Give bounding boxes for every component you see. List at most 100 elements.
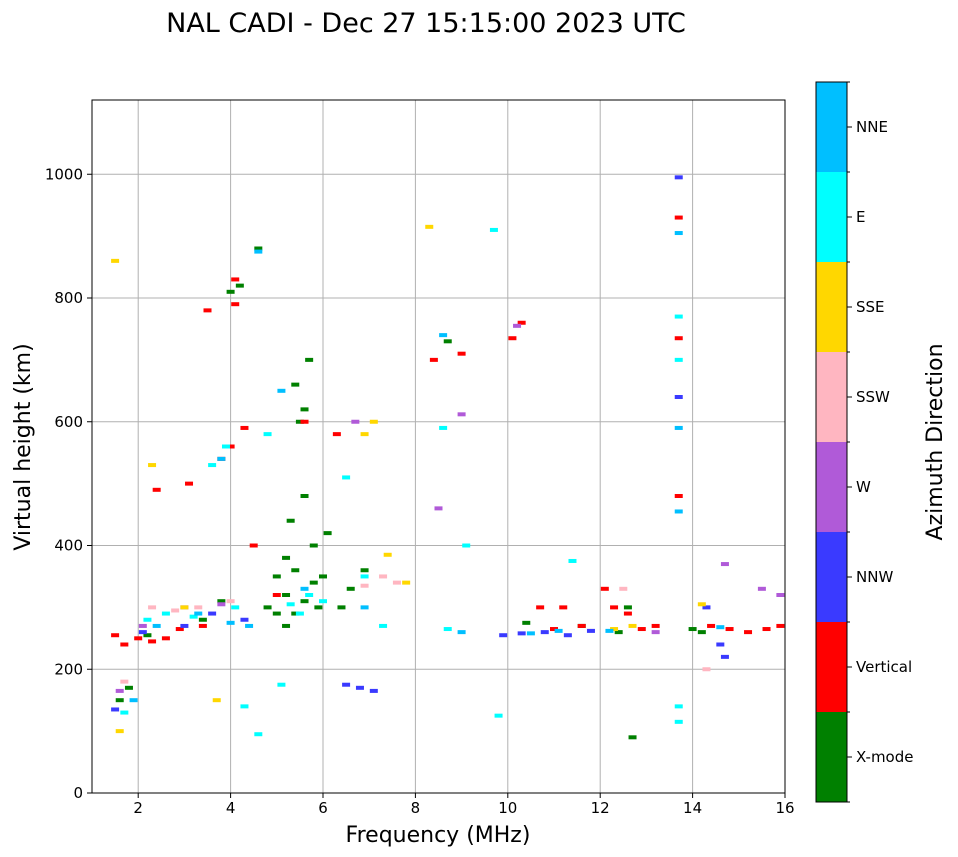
echo-point-vertical — [674, 215, 683, 220]
echo-point-nnw — [208, 611, 217, 616]
echo-point-e — [443, 627, 452, 632]
echo-point-nne — [554, 628, 563, 633]
echo-point-e — [489, 227, 498, 232]
echo-point-x-mode — [295, 419, 304, 424]
echo-point-e — [342, 475, 351, 480]
echo-point-w — [138, 623, 147, 628]
echo-point-ssw — [171, 608, 180, 613]
echo-point-x-mode — [337, 605, 346, 610]
x-tick-label: 2 — [133, 799, 143, 817]
echo-point-w — [757, 586, 766, 591]
colorbar: X-mode Vertical NNW W SSW SSE E NNE — [816, 81, 913, 803]
echo-point-e — [277, 682, 286, 687]
echo-point-vertical — [203, 308, 212, 313]
echo-point-vertical — [674, 494, 683, 498]
echo-point-x-mode — [124, 685, 133, 690]
echo-point-ssw — [226, 599, 235, 604]
echo-point-vertical — [508, 336, 517, 341]
echo-point-vertical — [725, 627, 734, 632]
echo-point-e — [360, 574, 369, 579]
echo-point-nnw — [586, 628, 595, 633]
y-tick-label: 600 — [54, 413, 83, 431]
echo-point-w — [115, 688, 124, 693]
plot-area-frame — [91, 99, 786, 794]
echo-point-x-mode — [319, 574, 327, 579]
echo-point-w — [513, 323, 522, 328]
echo-point-x-mode — [623, 605, 632, 610]
echo-point-nne — [716, 625, 725, 630]
echo-point-vertical — [429, 357, 438, 362]
x-axis-ticks: 2 4 6 8 10 12 14 16 — [133, 793, 795, 817]
echo-point-ssw — [360, 583, 369, 588]
y-tick-label: 0 — [73, 784, 83, 802]
echo-point-ssw — [379, 574, 388, 579]
echo-point-vertical — [175, 627, 184, 632]
echo-point-e — [263, 432, 272, 437]
echo-point-x-mode — [360, 568, 369, 573]
echo-point-sse — [111, 258, 120, 263]
echo-point-nne — [674, 425, 683, 430]
echo-point-nnw — [674, 395, 683, 399]
x-tick-label: 16 — [775, 799, 794, 817]
echo-point-vertical — [120, 642, 129, 647]
echo-point-vertical — [249, 543, 258, 548]
echo-point-x-mode — [309, 543, 318, 548]
echo-point-nne — [674, 231, 683, 236]
echo-point-nnw — [138, 630, 147, 635]
echo-point-e — [305, 593, 314, 597]
echo-point-w — [351, 419, 360, 424]
echo-point-e — [143, 617, 152, 622]
echo-point-e — [568, 558, 577, 563]
echo-point-ssw — [194, 605, 203, 610]
echo-point-w — [776, 593, 785, 597]
echo-point-x-mode — [614, 630, 623, 635]
echo-point-nnw — [674, 175, 683, 180]
echo-point-vertical — [744, 630, 753, 635]
echo-point-sse — [383, 552, 392, 557]
chart-title: NAL CADI - Dec 27 15:15:00 2023 UTC — [166, 8, 686, 39]
echo-point-x-mode — [282, 593, 291, 597]
echo-point-vertical — [152, 487, 161, 492]
echo-point-vertical — [231, 277, 240, 282]
echo-point-vertical — [517, 320, 526, 325]
echo-point-vertical — [185, 481, 194, 486]
echo-point-nnw — [517, 631, 526, 636]
echo-point-sse — [180, 605, 189, 610]
echo-point-x-mode — [291, 568, 300, 573]
echo-point-sse — [610, 627, 619, 632]
echo-point-x-mode — [628, 735, 637, 740]
y-tick-label: 400 — [54, 537, 83, 555]
echo-point-e — [240, 704, 249, 709]
echo-point-vertical — [577, 623, 586, 628]
echo-point-x-mode — [226, 289, 235, 294]
colorbar-segment — [816, 532, 847, 622]
echo-point-sse — [402, 580, 411, 585]
echo-point-nnw — [355, 685, 364, 690]
echo-point-nne — [277, 388, 286, 393]
echo-point-sse — [425, 224, 434, 229]
echo-point-e — [161, 611, 170, 616]
y-axis-label: Virtual height (km) — [11, 343, 36, 550]
echo-point-x-mode — [323, 531, 332, 536]
echo-point-x-mode — [291, 382, 300, 387]
echo-point-sse — [148, 463, 157, 468]
colorbar-tick-label: X-mode — [856, 748, 913, 766]
colorbar-tick-label: Vertical — [856, 658, 912, 676]
echo-point-vertical — [600, 586, 609, 591]
echo-point-nnw — [240, 617, 249, 622]
echo-point-x-mode — [263, 605, 272, 610]
colorbar-tick-label: SSE — [856, 298, 885, 316]
echo-point-vertical — [776, 623, 785, 628]
echo-point-nne — [254, 249, 263, 254]
echo-point-sse — [369, 419, 378, 424]
echo-point-nnw — [342, 682, 351, 687]
echo-points — [111, 175, 785, 740]
echo-point-e — [439, 425, 448, 430]
colorbar-frame — [815, 81, 848, 803]
colorbar-tick-label: NNW — [856, 568, 893, 586]
echo-point-x-mode — [291, 611, 300, 616]
echo-point-nne — [674, 509, 683, 514]
echo-point-e — [494, 713, 503, 718]
echo-point-vertical — [457, 351, 466, 356]
echo-point-w — [434, 506, 443, 511]
